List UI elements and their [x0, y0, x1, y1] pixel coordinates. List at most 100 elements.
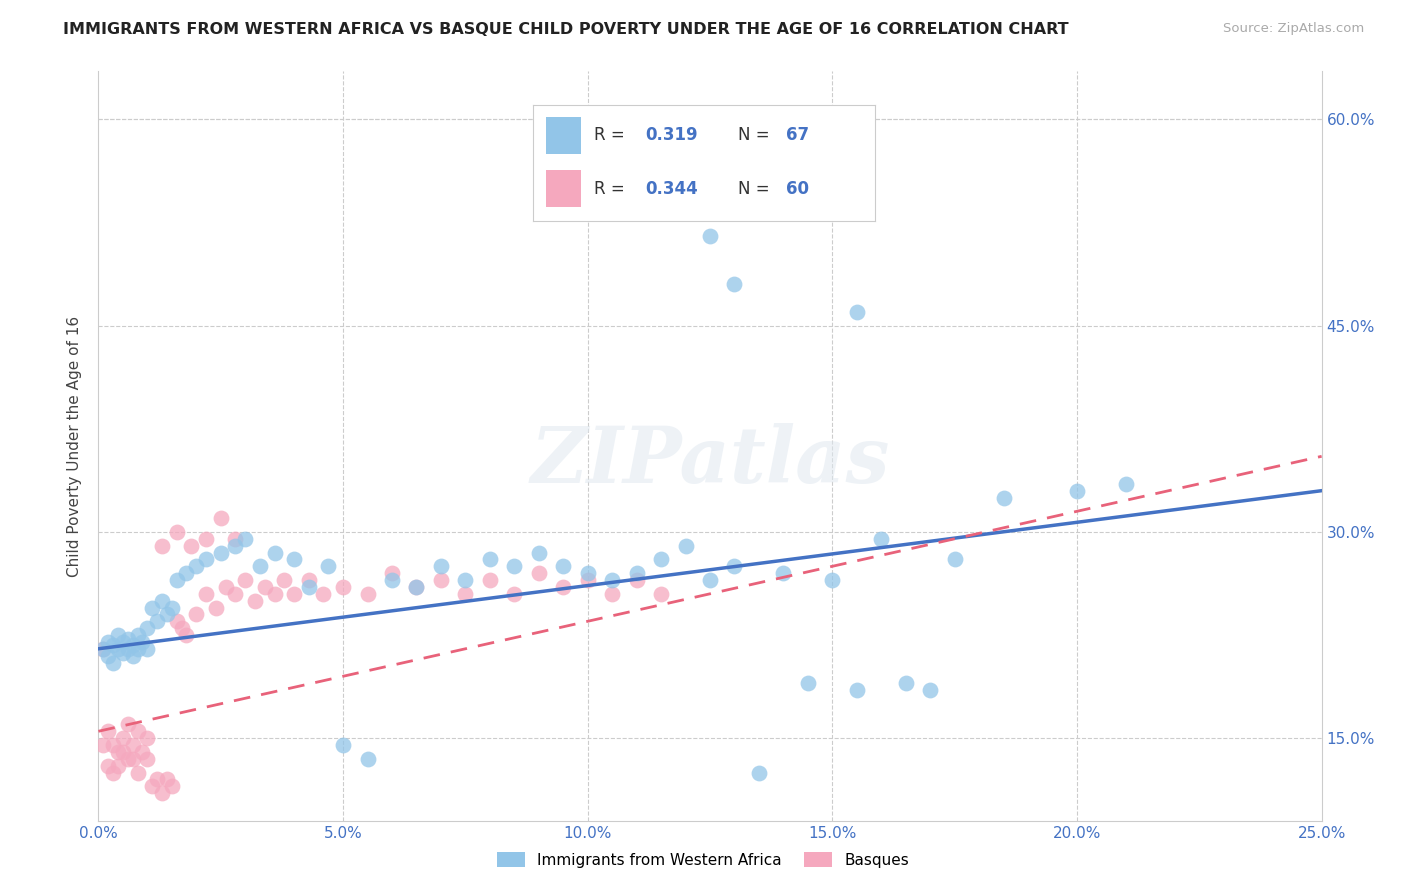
Point [141, 600, 163, 615]
Point [156, 772, 179, 787]
Point [675, 539, 697, 553]
Point [107, 745, 129, 759]
Point [845, 683, 868, 698]
Point [845, 305, 868, 319]
Point [283, 552, 305, 566]
Point [576, 566, 599, 581]
Legend: Immigrants from Western Africa, Basques: Immigrants from Western Africa, Basques [489, 844, 917, 875]
Point [920, 683, 942, 698]
Point [454, 573, 477, 587]
Point [111, 745, 134, 759]
Point [224, 539, 246, 553]
Point [127, 724, 149, 739]
Point [127, 628, 149, 642]
Point [553, 580, 575, 594]
Point [101, 638, 124, 652]
Point [127, 765, 149, 780]
Point [146, 772, 169, 787]
Point [650, 552, 672, 566]
Point [166, 524, 188, 539]
Point [527, 566, 550, 581]
Point [97, 758, 120, 772]
Text: Source: ZipAtlas.com: Source: ZipAtlas.com [1223, 22, 1364, 36]
Point [91, 641, 114, 656]
Point [576, 573, 599, 587]
Point [332, 738, 354, 752]
Point [214, 580, 236, 594]
Point [454, 587, 477, 601]
Point [111, 731, 134, 746]
Point [209, 511, 232, 525]
Point [332, 580, 354, 594]
Point [117, 632, 139, 647]
Point [101, 738, 124, 752]
Point [312, 587, 335, 601]
Point [121, 638, 143, 652]
Point [186, 607, 208, 622]
Point [156, 607, 179, 622]
Point [117, 752, 139, 766]
Point [1115, 476, 1137, 491]
Point [224, 532, 246, 546]
Point [318, 559, 340, 574]
Point [249, 559, 271, 574]
Point [141, 779, 163, 793]
Point [253, 580, 276, 594]
Point [263, 587, 285, 601]
Point [127, 641, 149, 656]
Point [821, 573, 844, 587]
Point [298, 573, 321, 587]
Point [381, 566, 404, 581]
Point [600, 573, 623, 587]
Point [430, 559, 453, 574]
Point [298, 580, 321, 594]
Y-axis label: Child Poverty Under the Age of 16: Child Poverty Under the Age of 16 [67, 316, 83, 576]
Point [723, 277, 745, 292]
Text: ZIPatlas: ZIPatlas [530, 423, 890, 500]
Point [97, 648, 120, 663]
Point [748, 765, 770, 780]
Point [136, 731, 159, 746]
Point [478, 573, 501, 587]
Point [233, 573, 256, 587]
Point [97, 724, 120, 739]
Point [136, 621, 159, 635]
Point [263, 545, 285, 559]
Point [160, 600, 183, 615]
Point [107, 758, 129, 772]
Point [150, 786, 173, 800]
Point [166, 573, 188, 587]
Point [176, 628, 198, 642]
Point [430, 573, 453, 587]
Point [356, 752, 378, 766]
Point [117, 641, 139, 656]
Point [699, 573, 721, 587]
Point [131, 745, 153, 759]
Point [91, 641, 114, 656]
Point [91, 738, 114, 752]
Point [626, 566, 648, 581]
Point [723, 559, 745, 574]
Point [146, 615, 169, 629]
Point [150, 539, 173, 553]
Point [150, 593, 173, 607]
Point [553, 559, 575, 574]
Point [117, 717, 139, 731]
Point [131, 635, 153, 649]
Point [894, 676, 917, 690]
Point [111, 646, 134, 660]
Point [205, 600, 228, 615]
Point [186, 559, 208, 574]
Point [121, 752, 143, 766]
Point [101, 656, 124, 670]
Point [107, 641, 129, 656]
Point [224, 587, 246, 601]
Point [527, 545, 550, 559]
Point [650, 587, 672, 601]
Point [699, 229, 721, 244]
Point [195, 587, 218, 601]
Point [170, 621, 193, 635]
Point [136, 641, 159, 656]
Point [626, 573, 648, 587]
Point [97, 635, 120, 649]
